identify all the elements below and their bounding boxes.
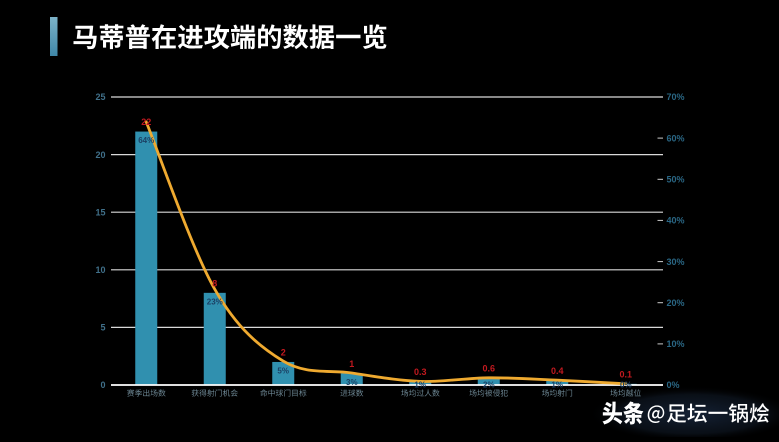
svg-text:0.4: 0.4 bbox=[551, 366, 564, 376]
svg-text:25: 25 bbox=[95, 92, 105, 102]
svg-text:64%: 64% bbox=[138, 136, 154, 145]
svg-text:70%: 70% bbox=[667, 92, 685, 102]
svg-text:1%: 1% bbox=[551, 381, 563, 390]
svg-text:0.1: 0.1 bbox=[620, 369, 633, 379]
svg-text:0.6: 0.6 bbox=[483, 364, 496, 374]
svg-text:1%: 1% bbox=[414, 381, 426, 390]
svg-text:5: 5 bbox=[100, 323, 105, 333]
svg-text:23%: 23% bbox=[207, 297, 223, 306]
svg-text:10%: 10% bbox=[667, 339, 685, 349]
svg-text:50%: 50% bbox=[667, 175, 685, 185]
svg-text:22: 22 bbox=[141, 117, 151, 127]
svg-text:1: 1 bbox=[349, 359, 354, 369]
svg-text:0%: 0% bbox=[620, 381, 632, 390]
svg-text:20%: 20% bbox=[667, 298, 685, 308]
svg-text:10: 10 bbox=[95, 265, 105, 275]
svg-text:0: 0 bbox=[100, 380, 105, 390]
svg-text:30%: 30% bbox=[667, 257, 685, 267]
svg-text:20: 20 bbox=[95, 150, 105, 160]
svg-text:15: 15 bbox=[95, 207, 105, 217]
svg-text:2%: 2% bbox=[483, 381, 495, 390]
svg-text:5%: 5% bbox=[277, 367, 289, 376]
svg-text:8: 8 bbox=[212, 278, 217, 288]
svg-text:3%: 3% bbox=[346, 378, 358, 387]
svg-text:40%: 40% bbox=[667, 216, 685, 226]
svg-text:2: 2 bbox=[281, 348, 286, 358]
svg-text:0.3: 0.3 bbox=[414, 367, 427, 377]
svg-text:0%: 0% bbox=[667, 380, 680, 390]
svg-text:60%: 60% bbox=[667, 133, 685, 143]
